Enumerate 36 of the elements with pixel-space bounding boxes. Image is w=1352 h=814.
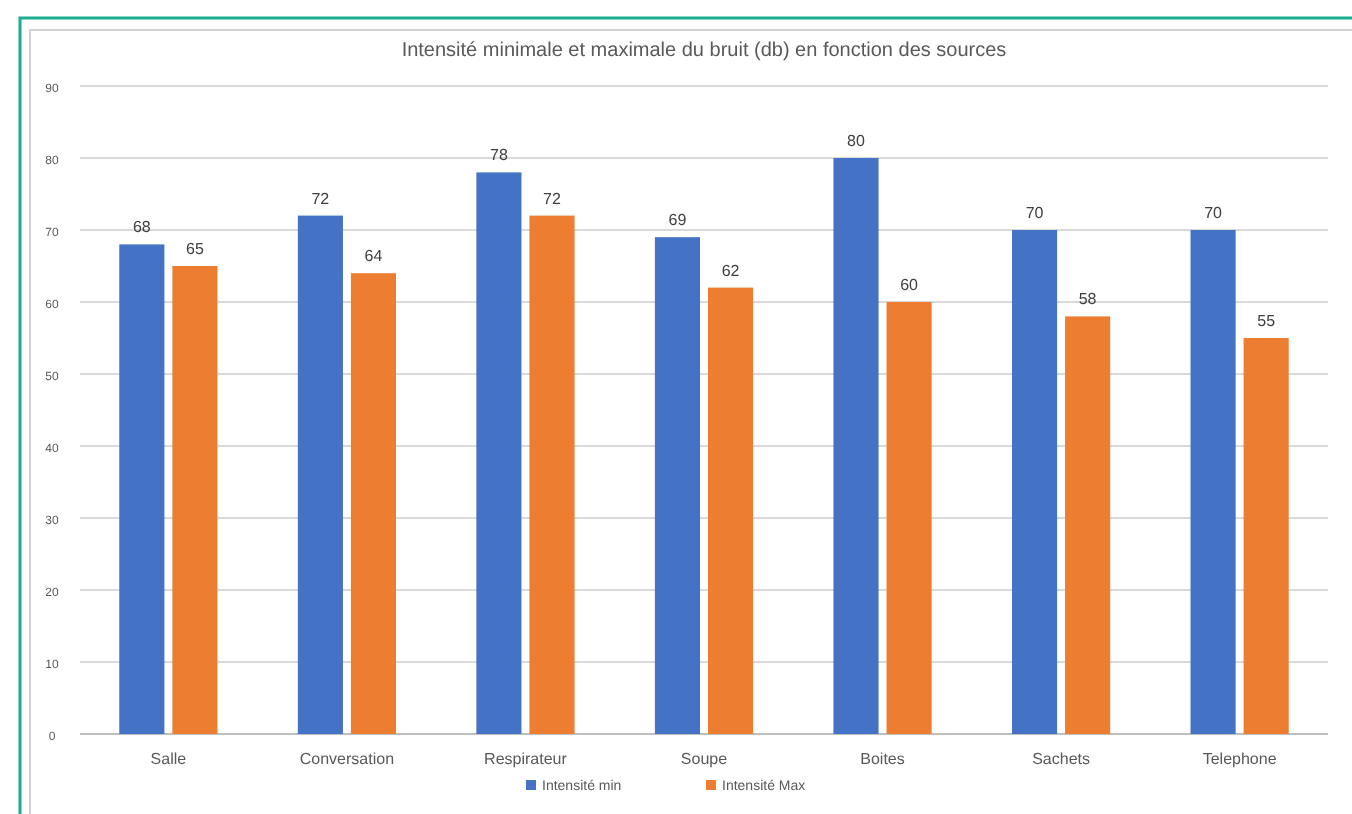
data-label: 58 [1078,290,1098,309]
x-tick-label: Boites [860,750,905,768]
chart-title: Intensité minimale et maximale du bruit (db) en fonction des sources [401,40,1007,62]
bar [1065,316,1111,734]
x-tick-label: Sachets [1032,750,1090,768]
data-label: 64 [364,247,384,266]
data-label: 62 [721,261,741,280]
data-label: 72 [543,189,562,208]
data-label: 60 [900,276,920,294]
x-tick-label: Telephone [1202,750,1278,768]
bar [476,172,522,734]
x-tick-label: Salle [150,750,188,768]
bar [1243,338,1289,734]
data-label: 68 [132,218,152,237]
bar [833,158,879,734]
data-label: 70 [1025,204,1045,222]
bar [529,215,575,734]
bar [119,244,165,734]
data-label: 72 [311,189,331,208]
bar [1011,230,1058,734]
bar [707,287,754,734]
bar [297,215,343,734]
data-label: 70 [1204,204,1224,222]
bar [172,266,218,734]
data-label: 65 [186,240,205,258]
bar [350,273,397,734]
data-label: 78 [490,146,509,165]
x-tick-label: Respirateur [484,750,568,768]
bar [654,237,701,734]
x-tick-label: Conversation [299,750,395,768]
bar [886,302,932,734]
data-label: 69 [668,211,688,230]
x-tick-label: Soupe [680,750,729,768]
bar [1190,230,1236,734]
data-label: 80 [847,132,866,150]
data-label: 55 [1257,312,1277,330]
